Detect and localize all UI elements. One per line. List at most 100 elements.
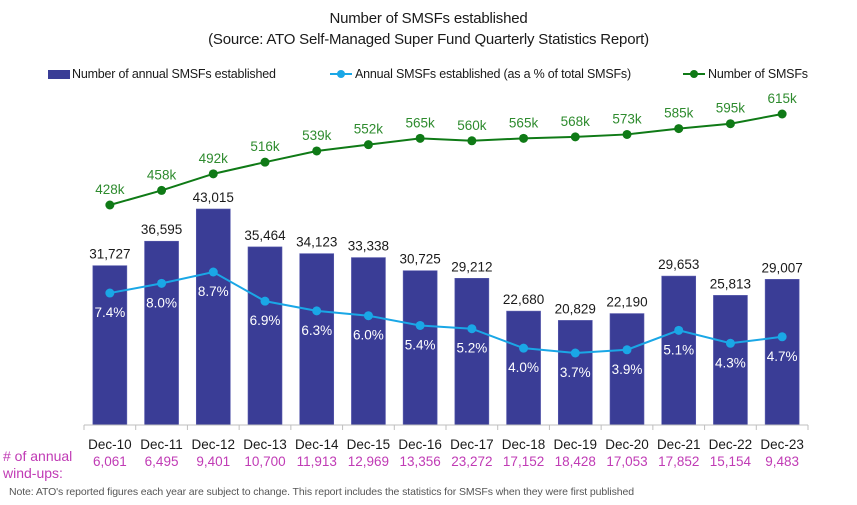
x-tick-label: Dec-13: [243, 437, 287, 452]
legend-label: Annual SMSFs established (as a % of tota…: [355, 67, 631, 81]
total-value-label: 539k: [302, 128, 332, 143]
bar-value-label: 34,123: [296, 235, 337, 250]
pct-point: [105, 288, 115, 298]
x-tick-label: Dec-12: [192, 437, 236, 452]
windups-label-line1: # of annual: [3, 448, 73, 464]
bar-Dec-19: [557, 320, 593, 426]
x-tick-label: Dec-17: [450, 437, 494, 452]
bar-value-label: 36,595: [141, 222, 182, 237]
windups-value: 17,053: [606, 454, 647, 469]
legend-line-marker-blue: [330, 69, 352, 79]
legend-item-pct-total: Annual SMSFs established (as a % of tota…: [330, 67, 631, 81]
windups-value: 15,154: [710, 454, 752, 469]
pct-point: [467, 324, 477, 334]
total-value-label: 428k: [95, 182, 125, 197]
total-point: [570, 132, 580, 142]
chart-subtitle: (Source: ATO Self-Managed Super Fund Qua…: [208, 31, 649, 48]
pct-point: [674, 325, 684, 335]
bar-Dec-17: [454, 278, 490, 426]
pct-value-label: 7.4%: [94, 305, 125, 320]
total-value-label: 552k: [354, 122, 384, 137]
total-value-label: 565k: [406, 115, 436, 130]
bar-Dec-22: [713, 295, 748, 426]
windups-value: 17,852: [658, 454, 699, 469]
windups-value: 17,152: [503, 454, 544, 469]
bar-value-label: 20,829: [555, 301, 596, 316]
windups-value: 18,428: [555, 454, 596, 469]
windups-value: 6,061: [93, 454, 127, 469]
total-series-line: [109, 113, 783, 206]
pct-point: [777, 332, 787, 342]
windups-row-label: # of annual wind-ups:: [3, 448, 72, 482]
pct-point: [363, 311, 373, 321]
windups-value: 9,483: [765, 454, 799, 469]
pct-point: [725, 338, 735, 348]
pct-value-label: 6.9%: [250, 313, 281, 328]
bar-Dec-20: [609, 313, 645, 426]
total-value-label: 585k: [664, 106, 694, 121]
pct-point: [157, 278, 167, 288]
x-tick-label: Dec-15: [347, 437, 391, 452]
x-tick-label: Dec-19: [554, 437, 598, 452]
pct-value-label: 6.0%: [353, 328, 384, 343]
legend-item-total-smsfs: Number of SMSFs: [683, 67, 808, 81]
total-value-label: 565k: [509, 115, 539, 130]
windups-label-line2: wind-ups:: [3, 465, 63, 481]
bar-Dec-15: [351, 257, 386, 426]
bar-Dec-18: [506, 310, 541, 426]
bar-value-label: 29,007: [761, 260, 802, 275]
pct-value-label: 4.3%: [715, 355, 746, 370]
pct-point: [208, 267, 218, 277]
bar-value-label: 30,725: [399, 252, 440, 267]
bar-value-label: 25,813: [710, 276, 751, 291]
windups-value: 12,969: [348, 454, 389, 469]
total-point: [777, 109, 787, 119]
pct-point: [415, 320, 425, 330]
bar-value-label: 22,680: [503, 292, 544, 307]
pct-point: [570, 348, 580, 358]
legend-label: Number of annual SMSFs established: [72, 67, 276, 81]
total-point: [622, 129, 632, 139]
x-tick-label: Dec-10: [88, 437, 132, 452]
total-value-label: 573k: [612, 111, 642, 126]
total-point: [467, 136, 477, 146]
total-point: [363, 140, 373, 150]
total-value-label: 568k: [561, 114, 591, 129]
legend-item-annual-established: Number of annual SMSFs established: [48, 67, 276, 81]
bar-Dec-14: [299, 253, 335, 426]
bar-Dec-12: [195, 208, 231, 426]
total-point: [519, 133, 529, 143]
bar-value-label: 33,338: [348, 239, 389, 254]
pct-point: [260, 296, 270, 306]
total-value-label: 595k: [716, 101, 746, 116]
total-value-label: 492k: [199, 151, 229, 166]
pct-point: [519, 343, 529, 353]
pct-value-label: 4.7%: [767, 349, 798, 364]
pct-value-label: 8.0%: [146, 295, 177, 310]
bar-Dec-13: [247, 246, 283, 426]
total-value-label: 458k: [147, 167, 177, 182]
x-tick-label: Dec-23: [760, 437, 804, 452]
x-tick-label: Dec-20: [605, 437, 649, 452]
total-point: [725, 119, 735, 129]
total-point: [208, 169, 218, 179]
total-value-label: 560k: [457, 118, 487, 133]
legend-label: Number of SMSFs: [708, 67, 808, 81]
total-point: [260, 157, 270, 167]
windups-value: 23,272: [451, 454, 492, 469]
footnote: Note: ATO's reported figures each year a…: [9, 486, 634, 498]
windups-value: 11,913: [297, 454, 337, 469]
pct-value-label: 5.2%: [456, 341, 487, 356]
x-tick-label: Dec-14: [295, 437, 339, 452]
x-tick-label: Dec-11: [140, 437, 183, 452]
windups-value: 10,700: [244, 454, 285, 469]
bar-value-label: 31,727: [89, 247, 130, 262]
x-tick-label: Dec-18: [502, 437, 546, 452]
x-tick-label: Dec-21: [657, 437, 701, 452]
windups-value: 6,495: [145, 454, 179, 469]
pct-point: [622, 345, 632, 355]
x-tick-label: Dec-22: [709, 437, 753, 452]
pct-value-label: 3.7%: [560, 365, 591, 380]
bar-value-label: 43,015: [193, 190, 234, 205]
